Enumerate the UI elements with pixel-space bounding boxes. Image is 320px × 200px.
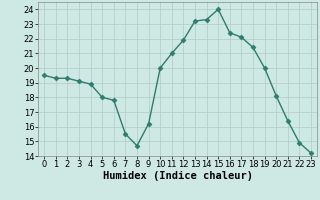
X-axis label: Humidex (Indice chaleur): Humidex (Indice chaleur) [103, 171, 252, 181]
